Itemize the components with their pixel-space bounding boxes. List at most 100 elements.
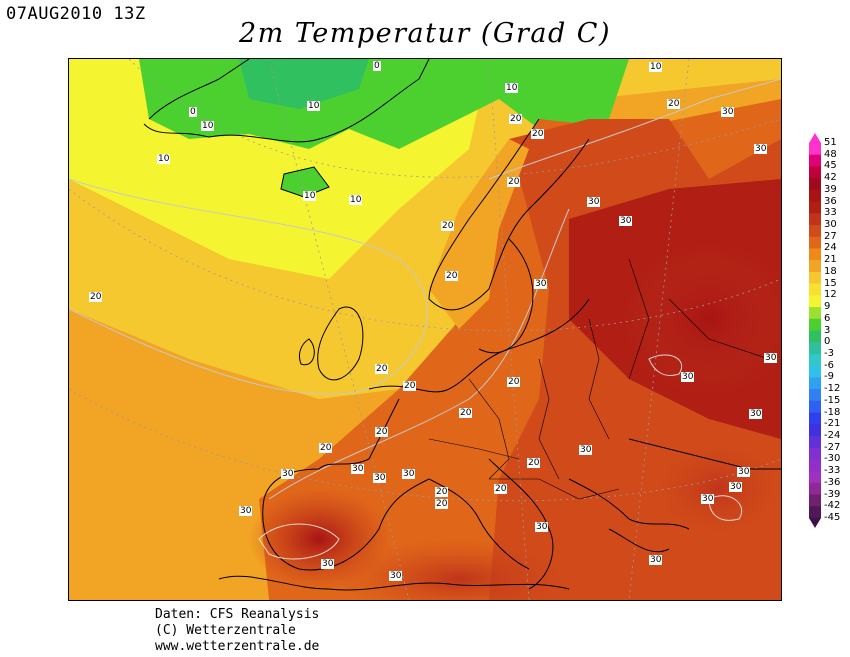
isotherm-label: 20 <box>509 114 523 124</box>
legend-tick-label: 27 <box>824 230 837 242</box>
legend-swatch <box>809 412 821 425</box>
isotherm-label: 20 <box>89 292 103 302</box>
legend-tick-label: -27 <box>824 441 841 453</box>
legend-tick-label: 42 <box>824 172 837 184</box>
legend-swatch <box>809 307 821 320</box>
temperature-map: 0 10 10 10 0 10 10 10 10 20 20 20 20 20 … <box>68 58 782 601</box>
isotherm-label: 10 <box>307 101 321 111</box>
isotherm-label: 30 <box>681 372 695 382</box>
legend-tick-label: -12 <box>824 383 841 395</box>
isotherm-label: 30 <box>729 482 743 492</box>
isotherm-label: 20 <box>319 443 333 453</box>
isotherm-label: 30 <box>649 555 663 565</box>
legend-swatch <box>809 271 821 285</box>
isotherm-label: 30 <box>754 144 768 154</box>
isotherm-label: 10 <box>157 154 171 164</box>
legend-swatch <box>809 435 821 449</box>
isotherm-label: 20 <box>531 129 545 139</box>
legend-tick-label: 51 <box>824 137 837 148</box>
legend-tick-label: 18 <box>824 265 837 277</box>
map-title: 2m Temperatur (Grad C) <box>238 18 612 49</box>
legend-tick-label: 39 <box>824 183 837 195</box>
legend-tick-label: 12 <box>824 289 837 301</box>
isotherm-label: 20 <box>527 458 541 468</box>
norway-zone <box>429 139 529 329</box>
legend-swatch <box>809 178 821 191</box>
legend-swatch <box>809 260 821 273</box>
legend-swatch <box>809 189 821 203</box>
legend-tick-label: 9 <box>824 301 831 313</box>
isotherm-label: 0 <box>189 107 197 117</box>
legend-swatch <box>809 482 821 496</box>
isotherm-label: 10 <box>201 121 215 131</box>
map-canvas <box>69 59 781 600</box>
legend-tick-label: -3 <box>824 347 834 359</box>
legend-swatch <box>809 400 821 414</box>
isotherm-label: 30 <box>764 353 778 363</box>
legend-tick-label: -21 <box>824 418 841 430</box>
isotherm-label: 20 <box>403 381 417 391</box>
legend-swatch <box>809 330 821 343</box>
isotherm-label: 30 <box>239 506 253 516</box>
legend-tick-label: -36 <box>824 476 841 488</box>
isotherm-label: 30 <box>579 445 593 455</box>
isotherm-label: 30 <box>389 571 403 581</box>
legend-swatch <box>809 353 821 367</box>
isotherm-label: 30 <box>701 494 715 504</box>
legend-tick-label: 6 <box>824 312 831 324</box>
iceland-zone <box>281 167 329 197</box>
date-label: 07AUG2010 13Z <box>6 4 146 24</box>
isotherm-label: 30 <box>351 464 365 474</box>
isotherm-label: 30 <box>373 473 387 483</box>
isotherm-label: 10 <box>649 62 663 72</box>
isotherm-label: 30 <box>749 409 763 419</box>
legend-swatch <box>809 365 821 378</box>
legend-swatch <box>809 318 821 331</box>
legend-swatch <box>809 201 821 214</box>
legend-arrow-down <box>809 518 821 528</box>
footer: Daten: CFS Reanalysis (C) Wetterzentrale… <box>155 607 319 655</box>
website-url: www.wetterzentrale.de <box>155 639 320 654</box>
isotherm-label: 0 <box>373 61 381 71</box>
isotherm-label: 20 <box>375 427 389 437</box>
legend-swatch <box>809 459 821 472</box>
legend-tick-label: -42 <box>824 500 841 512</box>
borders <box>428 258 770 500</box>
isotherm-label: 10 <box>349 195 363 205</box>
legend-swatch <box>809 424 821 437</box>
isotherm-label: 30 <box>535 522 549 532</box>
color-legend: 51 48 45 42 39 36 33 30 27 24 21 18 15 12 9 6 3 0 -3 -6 -9 -1… <box>808 133 850 528</box>
isotherm-label: 30 <box>534 279 548 289</box>
isotherm-label: 30 <box>737 467 751 477</box>
legend-tick-label: -30 <box>824 453 841 465</box>
isotherm-label: 30 <box>321 559 335 569</box>
isotherm-label: 20 <box>435 487 449 497</box>
legend-swatch <box>809 447 821 460</box>
legend-tick-label: -33 <box>824 465 841 477</box>
graticule <box>69 59 781 600</box>
isotherm-label: 20 <box>667 99 681 109</box>
legend-tick-label: -45 <box>824 512 841 523</box>
legend-swatch <box>809 377 821 390</box>
legend-tick-label: -18 <box>824 406 841 418</box>
legend-swatch <box>809 342 821 355</box>
isotherm-label: 10 <box>505 83 519 93</box>
isotherm-label: 20 <box>494 484 508 494</box>
legend-swatch <box>809 213 821 226</box>
legend-swatch <box>809 471 821 484</box>
legend-swatch <box>809 166 821 179</box>
isotherm-label: 20 <box>507 177 521 187</box>
greenland-cold-zone <box>239 59 369 109</box>
legend-tick-label: -39 <box>824 488 841 500</box>
legend-swatch <box>809 248 821 261</box>
isotherm-label: 10 <box>303 191 317 201</box>
isotherm-label: 20 <box>441 221 455 231</box>
legend-tick-label: -15 <box>824 394 841 406</box>
legend-tick-label: 33 <box>824 207 837 219</box>
isotherm-label: 30 <box>721 107 735 117</box>
legend-swatch <box>809 143 821 156</box>
coastlines <box>143 59 781 591</box>
legend-tick-label: 15 <box>824 277 837 289</box>
legend-tick-label: 3 <box>824 324 831 336</box>
isotherm-label: 30 <box>402 469 416 479</box>
